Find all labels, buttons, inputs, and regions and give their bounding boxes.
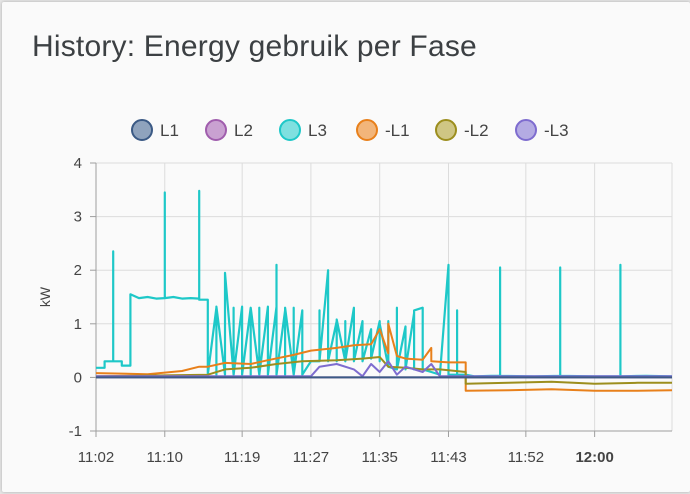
legend-label: -L2 [464, 121, 489, 140]
x-tick-label: 11:19 [224, 449, 260, 466]
legend-item--l2[interactable]: -L2 [435, 119, 489, 141]
x-tick-label: 11:35 [361, 449, 397, 466]
legend-label: -L1 [385, 121, 410, 140]
y-tick-label: 1 [74, 316, 82, 333]
y-tick-label: -1 [69, 423, 82, 440]
x-tick-label: 11:52 [508, 449, 544, 466]
series-line-l3 [96, 189, 673, 378]
legend-swatch [131, 119, 153, 141]
x-tick-label: 11:10 [147, 449, 183, 466]
series-line--l3 [96, 360, 672, 378]
legend-label: L2 [234, 121, 253, 140]
y-tick-label: 2 [74, 262, 82, 279]
legend-label: L1 [160, 121, 179, 140]
series-line--l2 [95, 356, 672, 385]
legend-label: -L3 [544, 121, 569, 140]
x-tick-label: 12:00 [575, 449, 613, 466]
legend-label: L3 [308, 121, 327, 140]
x-axis-ticks: 11:02 11:10 11:19 11:27 11:35 11:43 11:52 12:00 [78, 431, 614, 466]
x-tick-label: 11:27 [293, 449, 329, 466]
chart-legend[interactable]: L1 L2 L3 -L1 -L2 -L3 [131, 119, 569, 141]
legend-swatch [435, 119, 457, 141]
y-tick-label: 0 [74, 369, 82, 386]
y-tick-label: 3 [74, 209, 82, 226]
y-tick-label: 4 [74, 155, 82, 172]
y-axis-ticks: 4 3 2 1 0 -1 [69, 155, 96, 440]
legend-swatch [515, 119, 537, 141]
legend-item--l3[interactable]: -L3 [515, 119, 569, 141]
chart-series [95, 189, 673, 392]
series-line--l1 [95, 322, 673, 392]
legend-swatch [279, 119, 301, 141]
x-tick-label: 11:02 [78, 449, 114, 466]
legend-swatch [205, 119, 227, 141]
legend-item-l3[interactable]: L3 [279, 119, 327, 141]
legend-item-l1[interactable]: L1 [131, 119, 179, 141]
card-title: History: Energy gebruik per Fase [32, 30, 477, 63]
x-tick-label: 11:43 [430, 449, 466, 466]
y-axis-label: kW [37, 286, 53, 307]
legend-swatch [356, 119, 378, 141]
legend-item--l1[interactable]: -L1 [356, 119, 410, 141]
legend-item-l2[interactable]: L2 [205, 119, 253, 141]
